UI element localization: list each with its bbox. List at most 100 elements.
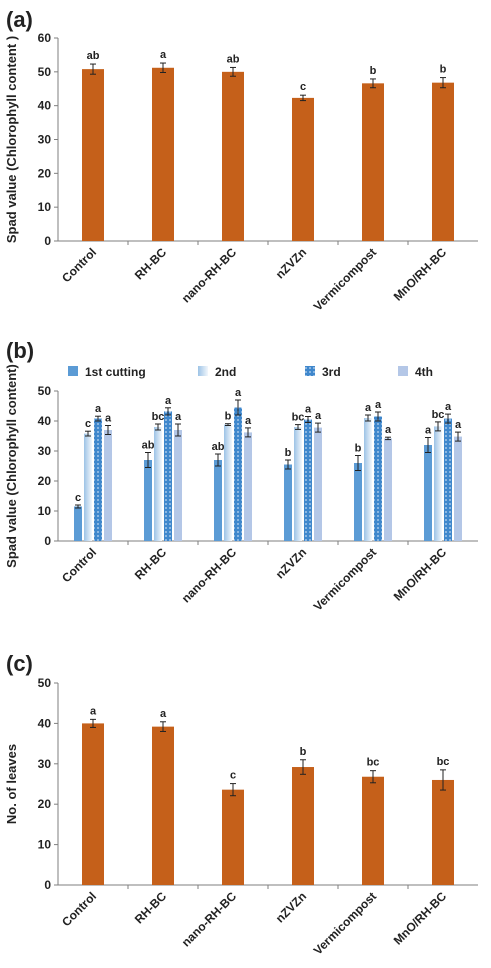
bar-b-series-3 (164, 411, 172, 541)
x-category-label-b: nZVZn (273, 545, 309, 581)
bar-b-series-2 (84, 433, 92, 541)
x-category-label-c: nZVZn (273, 889, 309, 925)
significance-label-a: ab (87, 50, 100, 62)
legend-label-4: 4th (415, 365, 433, 379)
significance-label-b: a (175, 411, 182, 423)
y-axis-title-a: Spad value (Chlorophyll content ) (4, 36, 19, 243)
bar-b-series-3 (304, 419, 312, 541)
significance-label-b: a (305, 404, 312, 416)
bar-b-series-1 (284, 464, 292, 541)
significance-label-c: bc (437, 756, 450, 768)
x-category-label-b: Vermicompost (311, 545, 379, 613)
significance-label-b: c (85, 418, 91, 430)
bar-c (82, 723, 104, 885)
bar-b-series-1 (74, 506, 82, 541)
significance-label-b: a (425, 425, 432, 437)
significance-label-b: a (455, 419, 462, 431)
bar-b-series-4 (384, 438, 392, 541)
y-tick-label-a: 20 (38, 166, 52, 180)
x-category-label-a: Control (59, 245, 99, 285)
panel-c-chart: (c) 0 10 20 30 40 50 Control RH-BC nano-RH-BC nZVZ… (0, 643, 491, 968)
significance-label-c: b (300, 746, 307, 758)
x-category-label-a: Vermicompost (311, 245, 379, 313)
significance-label-b: b (225, 411, 232, 423)
legend-swatch-3 (305, 366, 315, 376)
chart-a-svg: (a) 0 10 20 30 40 50 60 Control RH-BC nano-RH-BC nZ… (4, 7, 478, 314)
bar-c (222, 789, 244, 885)
bar-b-series-4 (314, 427, 322, 541)
y-tick-label-b: 20 (38, 474, 52, 488)
y-axis-title-c: No. of leaves (4, 744, 19, 824)
significance-label-a: a (160, 49, 167, 61)
legend-label-3: 3rd (322, 365, 341, 379)
y-tick-label-c: 50 (38, 676, 52, 690)
significance-label-b: a (385, 424, 392, 436)
y-tick-label-a: 50 (38, 65, 52, 79)
significance-label-c: a (90, 705, 97, 717)
x-category-label-a: RH-BC (132, 245, 169, 282)
significance-label-a: b (370, 65, 377, 77)
y-tick-label-a: 30 (38, 133, 52, 147)
x-category-label-a: MnO/RH-BC (391, 245, 450, 304)
significance-label-b: a (445, 401, 452, 413)
significance-label-b: a (315, 410, 322, 422)
x-category-label-c: RH-BC (132, 889, 169, 926)
legend-label-1: 1st cutting (85, 365, 146, 379)
bar-b-series-2 (294, 427, 302, 541)
bar-a (292, 97, 314, 241)
panel-b-chart: (b) 0 10 20 30 40 50 Control RH-BC nano-RH-BC nZVZ… (0, 322, 491, 642)
panel-label-c: (c) (6, 651, 33, 676)
y-tick-label-a: 10 (38, 200, 52, 214)
x-category-label-c: nano-RH-BC (179, 889, 240, 950)
significance-label-b: bc (292, 412, 305, 424)
bar-b-series-1 (214, 460, 222, 541)
significance-label-b: a (235, 387, 242, 399)
y-tick-label-b: 0 (44, 534, 51, 548)
significance-label-c: bc (367, 757, 380, 769)
y-tick-label-b: 40 (38, 414, 52, 428)
legend-swatch-1 (68, 366, 78, 376)
y-tick-label-b: 10 (38, 504, 52, 518)
bar-a (152, 67, 174, 241)
significance-label-b: ab (142, 440, 155, 452)
bar-c (292, 767, 314, 885)
significance-label-b: b (355, 443, 362, 455)
significance-label-b: a (95, 403, 102, 415)
y-tick-label-c: 30 (38, 757, 52, 771)
bar-c (362, 776, 384, 885)
y-tick-label-b: 50 (38, 384, 52, 398)
panel-label-a: (a) (6, 7, 33, 32)
bar-b-series-2 (224, 424, 232, 541)
x-category-label-c: MnO/RH-BC (391, 889, 450, 948)
y-tick-label-c: 10 (38, 838, 52, 852)
x-category-label-b: RH-BC (132, 545, 169, 582)
significance-label-b: a (165, 395, 172, 407)
chart-b-svg: (b) 0 10 20 30 40 50 Control RH-BC nano-RH-BC nZVZ… (4, 338, 478, 614)
y-tick-label-a: 60 (38, 31, 52, 45)
y-tick-label-c: 0 (44, 878, 51, 892)
significance-label-b: a (365, 402, 372, 414)
bar-b-series-3 (234, 407, 242, 541)
legend-swatch-2 (198, 366, 208, 376)
bar-a (222, 71, 244, 241)
x-category-label-a: nano-RH-BC (179, 245, 240, 306)
bar-a (362, 83, 384, 241)
bar-b-series-4 (454, 436, 462, 541)
bar-c (432, 779, 454, 885)
bar-b-series-1 (144, 460, 152, 541)
x-category-label-c: Control (59, 889, 99, 929)
bar-b-series-1 (424, 445, 432, 541)
significance-label-c: c (230, 770, 236, 782)
x-category-label-b: MnO/RH-BC (391, 545, 450, 604)
significance-label-a: c (300, 81, 306, 93)
bar-b-series-4 (244, 432, 252, 541)
y-axis-title-b: Spad value (Chlorophyll content) (4, 364, 19, 568)
bar-b-series-2 (364, 418, 372, 541)
chart-c-svg: (c) 0 10 20 30 40 50 Control RH-BC nano-RH-BC nZVZ… (4, 651, 478, 958)
significance-label-a: b (440, 64, 447, 76)
x-category-label-c: Vermicompost (311, 889, 379, 957)
legend-swatch-4 (398, 366, 408, 376)
significance-label-b: a (375, 399, 382, 411)
legend-label-2: 2nd (215, 365, 236, 379)
bar-b-series-1 (354, 463, 362, 541)
